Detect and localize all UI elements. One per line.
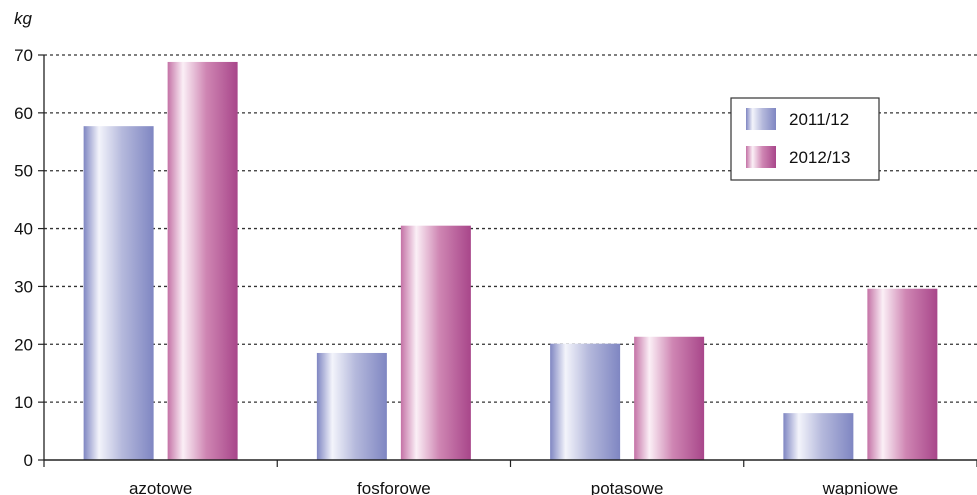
y-tick-label: 50 bbox=[14, 162, 33, 181]
x-axis: azotowe fosforowe potasowe wapniowe bbox=[44, 460, 977, 495]
x-tick-label: azotowe bbox=[129, 479, 192, 495]
y-tick-label: 10 bbox=[14, 393, 33, 412]
bar-fosforowe-2012-13 bbox=[401, 226, 471, 460]
bar-potasowe-2012-13 bbox=[634, 337, 704, 460]
y-tick-label: 40 bbox=[14, 220, 33, 239]
legend-label-2012-13: 2012/13 bbox=[789, 148, 850, 167]
y-tick-label: 0 bbox=[24, 451, 33, 470]
x-tick-label: potasowe bbox=[591, 479, 664, 495]
x-tick-label: wapniowe bbox=[822, 479, 899, 495]
bar-wapniowe-2012-13 bbox=[867, 289, 937, 460]
y-tick-label: 30 bbox=[14, 277, 33, 296]
legend: 2011/12 2012/13 bbox=[731, 98, 879, 180]
legend-label-2011-12: 2011/12 bbox=[789, 110, 849, 129]
bar-fosforowe-2011-12 bbox=[317, 353, 387, 460]
legend-swatch-2012-13 bbox=[746, 146, 776, 168]
legend-swatch-2011-12 bbox=[746, 108, 776, 130]
y-unit-label: kg bbox=[14, 9, 33, 28]
bar-wapniowe-2011-12 bbox=[783, 413, 853, 460]
bar-azotowe-2012-13 bbox=[168, 62, 238, 460]
y-axis: 0 10 20 30 40 50 60 70 bbox=[14, 46, 44, 470]
y-tick-label: 20 bbox=[14, 335, 33, 354]
x-tick-label: fosforowe bbox=[357, 479, 431, 495]
y-tick-label: 70 bbox=[14, 46, 33, 65]
bar-azotowe-2011-12 bbox=[84, 126, 154, 460]
y-tick-label: 60 bbox=[14, 104, 33, 123]
bar-potasowe-2011-12 bbox=[550, 344, 620, 460]
